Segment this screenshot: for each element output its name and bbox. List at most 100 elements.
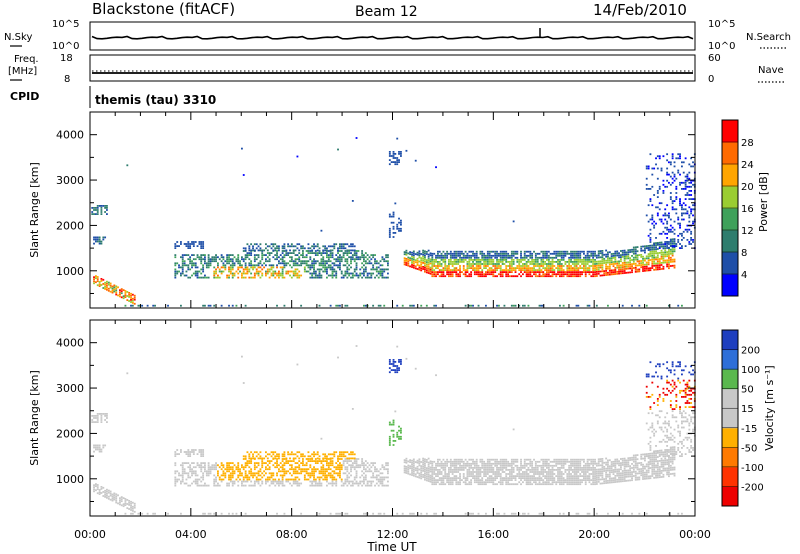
range-gate-cell: [501, 479, 504, 481]
range-gate-cell: [583, 250, 585, 253]
range-gate-cell: [257, 264, 260, 267]
range-gate-cell: [185, 478, 188, 481]
range-gate-cell: [612, 252, 615, 255]
range-gate-cell: [355, 272, 358, 275]
range-gate-cell: [424, 252, 426, 255]
range-gate-cell: [298, 468, 301, 471]
range-gate-cell: [229, 472, 232, 475]
range-gate-cell: [592, 254, 595, 257]
range-gate-cell: [119, 289, 121, 292]
range-gate-cell: [466, 261, 469, 263]
range-gate-cell: [348, 480, 351, 483]
range-gate-cell: [137, 512, 140, 515]
range-gate-cell: [486, 471, 489, 473]
range-gate-cell: [575, 250, 578, 253]
range-gate-cell: [381, 258, 384, 261]
range-gate-cell: [651, 250, 654, 253]
range-gate-cell: [268, 484, 271, 487]
range-gate-cell: [309, 264, 312, 267]
range-gate-cell: [692, 183, 694, 186]
range-gate-cell: [307, 455, 310, 458]
range-gate-cell: [218, 268, 221, 271]
range-gate-cell: [647, 267, 650, 270]
range-gate-cell: [533, 475, 535, 477]
range-gate-cell: [529, 479, 532, 481]
range-gate-cell: [581, 271, 583, 273]
range-gate-cell: [437, 479, 439, 481]
range-gate-cell: [403, 263, 406, 266]
range-gate-cell: [590, 259, 593, 261]
range-gate-cell: [470, 512, 473, 515]
range-gate-cell: [239, 470, 241, 473]
range-gate-cell: [98, 489, 101, 491]
range-gate-cell: [385, 276, 388, 279]
range-gate-cell: [614, 254, 617, 257]
range-gate-cell: [673, 165, 676, 168]
range-gate-cell: [398, 151, 400, 153]
range-gate-cell: [363, 270, 365, 273]
range-gate-cell: [215, 468, 217, 471]
freq-left-label-1: Freq.: [14, 54, 39, 65]
range-gate-cell: [575, 252, 578, 255]
range-gate-cell: [106, 288, 108, 291]
range-gate-cell: [207, 472, 210, 475]
range-gate-cell: [276, 512, 278, 515]
range-gate-cell: [106, 413, 108, 415]
range-gate-cell: [655, 250, 657, 253]
range-gate-cell: [311, 272, 314, 275]
range-gate-cell: [339, 304, 341, 307]
range-gate-cell: [411, 461, 413, 464]
range-gate-cell: [189, 256, 192, 259]
range-gate-cell: [477, 263, 480, 265]
range-gate-cell: [425, 479, 428, 482]
range-gate-cell: [392, 153, 395, 155]
range-gate-cell: [538, 271, 541, 273]
range-gate-cell: [422, 255, 425, 258]
range-gate-cell: [329, 264, 332, 267]
range-gate-cell: [342, 464, 345, 467]
range-gate-cell: [498, 254, 500, 257]
range-gate-cell: [507, 473, 510, 475]
range-gate-cell: [523, 471, 526, 473]
range-gate-cell: [520, 469, 522, 471]
range-gate-cell: [405, 262, 408, 264]
range-gate-cell: [294, 466, 297, 469]
range-gate-cell: [416, 253, 419, 256]
range-gate-cell: [146, 304, 149, 307]
range-gate-cell: [464, 512, 467, 515]
range-gate-cell: [533, 263, 535, 265]
range-gate-cell: [237, 484, 240, 487]
range-gate-cell: [623, 272, 626, 274]
range-gate-cell: [481, 460, 484, 463]
range-gate-cell: [241, 274, 243, 277]
range-gate-cell: [104, 413, 107, 415]
range-gate-cell: [411, 251, 413, 254]
range-gate-cell: [318, 484, 321, 487]
range-gate-cell: [608, 259, 611, 262]
range-gate-cell: [248, 264, 251, 267]
range-gate-cell: [253, 254, 256, 256]
range-gate-cell: [124, 296, 127, 298]
range-gate-cell: [477, 256, 480, 259]
range-gate-cell: [106, 282, 108, 285]
range-gate-cell: [115, 291, 118, 294]
range-gate-cell: [649, 267, 652, 270]
range-gate-cell: [250, 276, 253, 279]
range-gate-cell: [113, 496, 116, 499]
range-gate-cell: [455, 483, 458, 486]
range-gate-cell: [324, 470, 327, 473]
range-gate-cell: [435, 475, 437, 477]
range-gate-cell: [374, 260, 376, 263]
range-gate-cell: [621, 264, 624, 266]
range-gate-cell: [656, 242, 659, 244]
range-gate-cell: [614, 260, 617, 263]
range-gate-cell: [544, 254, 547, 257]
range-gate-cell: [357, 258, 360, 261]
range-gate-cell: [294, 260, 297, 263]
range-gate-cell: [501, 477, 504, 479]
range-gate-cell: [588, 254, 591, 257]
range-gate-cell: [215, 260, 217, 263]
range-gate-cell: [440, 462, 443, 465]
range-gate-cell: [200, 449, 203, 451]
